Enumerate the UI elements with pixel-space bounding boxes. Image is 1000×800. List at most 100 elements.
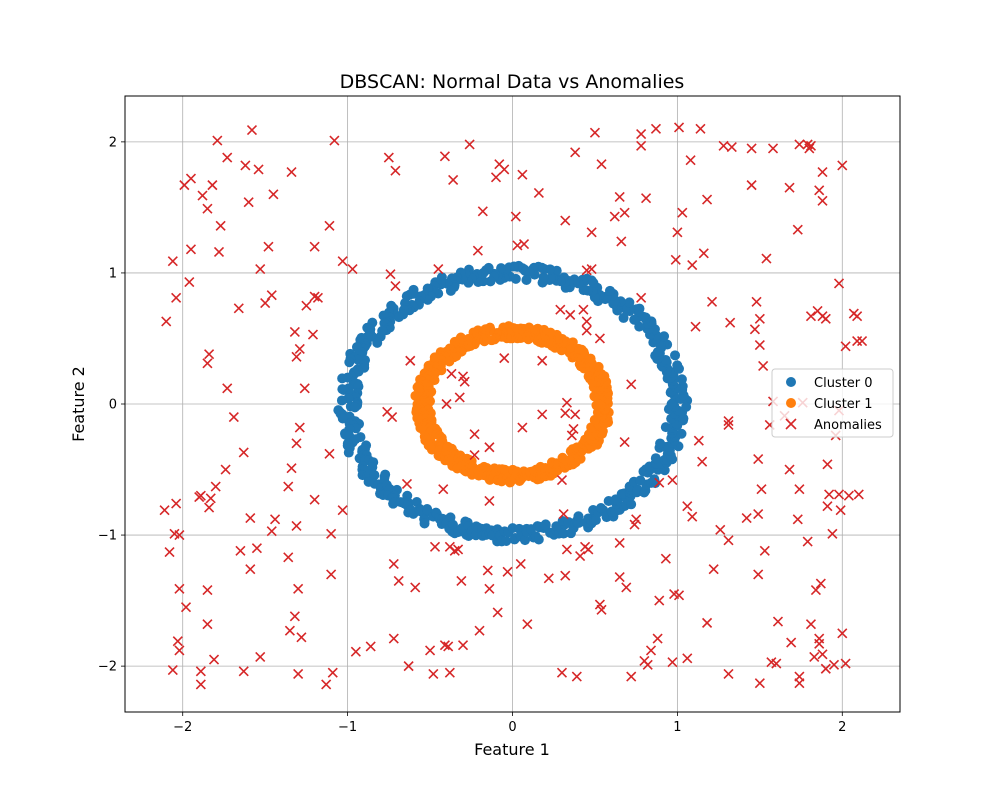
anomaly-point — [751, 296, 762, 307]
y-tick-label: −2 — [98, 660, 117, 675]
cluster-0-point — [650, 453, 661, 464]
anomaly-point — [784, 464, 795, 475]
anomaly-point — [771, 658, 782, 669]
anomaly-point — [835, 505, 846, 516]
x-tick-label: 2 — [838, 720, 846, 735]
anomaly-point — [749, 324, 760, 335]
anomaly-point — [517, 169, 528, 180]
anomaly-point — [388, 558, 399, 569]
anomaly-point — [636, 128, 647, 140]
anomaly-point — [543, 573, 554, 584]
anomaly-point — [424, 645, 436, 656]
anomaly-point — [307, 329, 319, 340]
chart-title: DBSCAN: Normal Data vs Anomalies — [340, 71, 685, 93]
anomaly-point — [515, 558, 526, 569]
anomaly-point — [212, 135, 223, 146]
anomaly-point — [246, 125, 258, 136]
legend-label-cluster-1: Cluster 1 — [814, 397, 873, 412]
anomaly-point — [312, 292, 323, 303]
anomaly-point — [337, 256, 348, 267]
anomaly-point — [792, 514, 803, 525]
anomaly-point — [654, 595, 665, 606]
anomaly-point — [441, 398, 452, 410]
anomaly-point — [706, 296, 718, 307]
anomaly-point — [490, 172, 502, 183]
anomaly-point — [210, 481, 221, 492]
anomaly-point — [477, 206, 488, 217]
anomaly-point — [204, 349, 215, 360]
anomaly-point — [444, 667, 455, 678]
anomaly-point — [255, 263, 266, 275]
anomaly-point — [185, 173, 197, 184]
anomaly-point — [570, 147, 581, 158]
anomaly-point — [809, 651, 820, 663]
anomaly-point — [202, 619, 213, 630]
anomaly-point — [758, 360, 769, 372]
anomaly-point — [235, 545, 246, 556]
anomaly-point — [222, 152, 233, 163]
anomaly-point — [555, 304, 566, 315]
anomaly-point — [725, 317, 736, 328]
anomaly-point — [268, 189, 279, 200]
anomaly-point — [448, 174, 459, 185]
anomaly-point — [327, 667, 338, 678]
anomaly-point — [215, 220, 226, 231]
anomaly-point — [245, 564, 256, 575]
anomaly-point — [594, 333, 605, 344]
anomaly-point — [817, 649, 828, 660]
anomaly-point — [383, 152, 394, 163]
anomaly-point — [537, 409, 548, 420]
anomaly-point — [405, 355, 416, 366]
axis-ticks: −2 −1 0 1 2 −2 −1 0 1 2 — [98, 135, 847, 735]
anomaly-point — [321, 679, 332, 690]
anomaly-point — [673, 590, 685, 601]
anomaly-point — [439, 151, 450, 162]
anomaly-point — [492, 607, 503, 618]
anomaly-point — [403, 661, 414, 672]
anomaly-point — [238, 447, 249, 458]
anomaly-point — [433, 263, 444, 275]
anomaly-point — [702, 617, 713, 628]
cluster-0-point — [629, 314, 640, 325]
cluster-0-point — [655, 438, 666, 449]
cluster-0-point — [344, 357, 355, 368]
anomaly-point — [502, 566, 513, 577]
anomaly-point — [309, 494, 320, 505]
cluster-0-point — [626, 499, 637, 510]
anomaly-point — [283, 552, 294, 563]
anomaly-point — [815, 578, 826, 589]
anomaly-point — [453, 544, 464, 555]
anomaly-point — [654, 477, 665, 488]
cluster-0-point — [367, 462, 378, 473]
anomaly-point — [753, 453, 764, 465]
x-axis-label: Feature 1 — [474, 740, 550, 759]
anomaly-point — [824, 489, 835, 500]
anomaly-point — [202, 585, 213, 596]
anomaly-point — [767, 143, 779, 154]
cluster-0-point — [573, 511, 584, 522]
cluster-0-point — [349, 402, 360, 413]
legend-marker-cluster-1 — [786, 398, 796, 408]
legend-label-cluster-0: Cluster 0 — [814, 376, 873, 391]
anomaly-point — [195, 666, 206, 677]
anomaly-point — [828, 659, 840, 670]
anomaly-point — [499, 353, 510, 364]
anomaly-point — [517, 422, 528, 433]
cluster-0-point — [514, 523, 525, 534]
anomaly-point — [296, 632, 307, 643]
anomaly-point — [805, 311, 817, 322]
anomaly-point — [609, 211, 620, 222]
anomaly-point — [556, 474, 568, 486]
anomaly-point — [482, 565, 493, 576]
anomaly-point — [185, 244, 197, 255]
cluster-0-point — [372, 337, 383, 348]
anomaly-point — [286, 463, 297, 474]
x-tick-label: 0 — [508, 720, 516, 735]
anomaly-point — [792, 224, 803, 235]
anomaly-point — [596, 159, 607, 170]
cluster-0-point — [369, 470, 380, 481]
anomaly-point — [255, 651, 266, 663]
anomaly-point — [171, 498, 182, 509]
anomaly-point — [286, 166, 297, 178]
anomaly-point — [484, 442, 495, 453]
